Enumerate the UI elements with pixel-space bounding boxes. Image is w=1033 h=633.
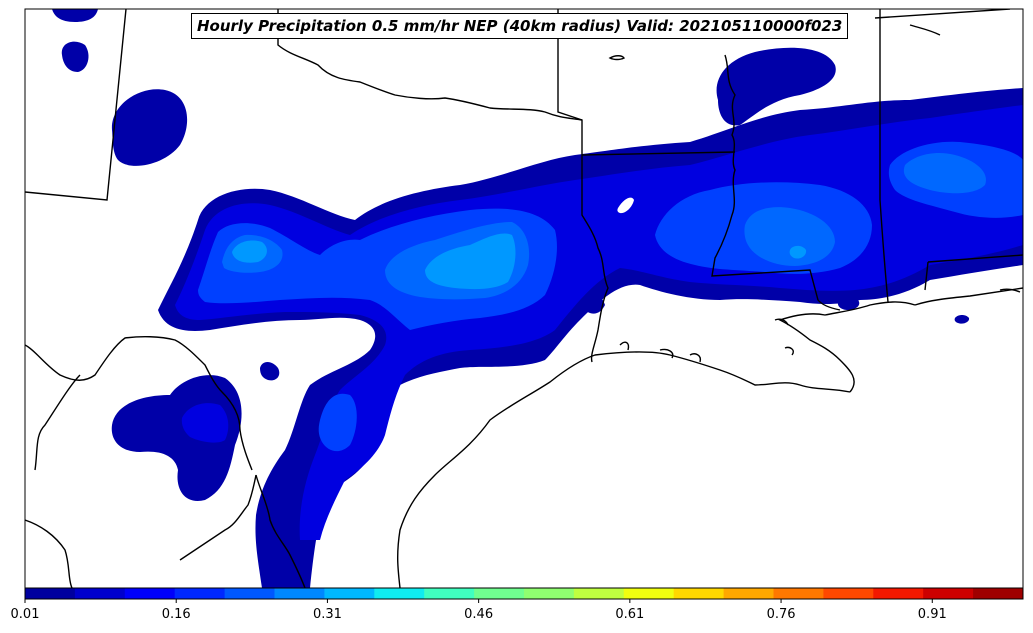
colorbar-swatch <box>74 588 126 599</box>
precip-region-dot <box>260 362 280 381</box>
precip-region-nw <box>111 89 188 166</box>
colorbar-swatch <box>124 588 176 599</box>
colorbar <box>25 588 1024 599</box>
colorbar-swatch <box>474 588 525 599</box>
colorbar-swatch <box>224 588 275 599</box>
colorbar-swatch <box>524 588 575 599</box>
colorbar-tick-label: 0.46 <box>464 607 494 622</box>
colorbar-tick-label: 0.31 <box>312 607 342 622</box>
colorbar-swatch <box>773 588 824 599</box>
colorbar-swatch <box>923 588 974 599</box>
precip-region-north <box>716 47 836 126</box>
colorbar-tick-label: 0.01 <box>10 607 40 622</box>
colorbar-swatch <box>324 588 375 599</box>
colorbar-frame <box>24 587 1024 600</box>
colorbar-swatch <box>673 588 725 599</box>
state-boundaries <box>25 9 1023 588</box>
colorbar-swatch <box>573 588 625 599</box>
colorbar-swatch <box>274 588 325 599</box>
colorbar-tick-marks <box>24 599 933 603</box>
colorbar-tick-label: 0.16 <box>161 607 191 622</box>
colorbar-tick-label: 0.91 <box>917 607 947 622</box>
colorbar-swatch <box>723 588 774 599</box>
colorbar-swatch <box>873 588 924 599</box>
colorbar-swatch <box>25 588 76 599</box>
colorbar-tick-label: 0.76 <box>766 607 796 622</box>
colorbar-swatch <box>973 588 1024 599</box>
colorbar-swatch <box>174 588 226 599</box>
colorbar-tick-label: 0.61 <box>615 607 645 622</box>
colorbar-swatch <box>823 588 874 599</box>
precip-region-nw-small <box>61 41 89 72</box>
colorbar-swatch <box>424 588 475 599</box>
colorbar-swatch <box>623 588 675 599</box>
precip-region-top-edge <box>52 9 98 22</box>
map-title: Hourly Precipitation 0.5 mm/hr NEP (40km… <box>191 13 849 39</box>
precipitation-probability-field <box>52 9 1023 588</box>
colorbar-swatch <box>374 588 425 599</box>
